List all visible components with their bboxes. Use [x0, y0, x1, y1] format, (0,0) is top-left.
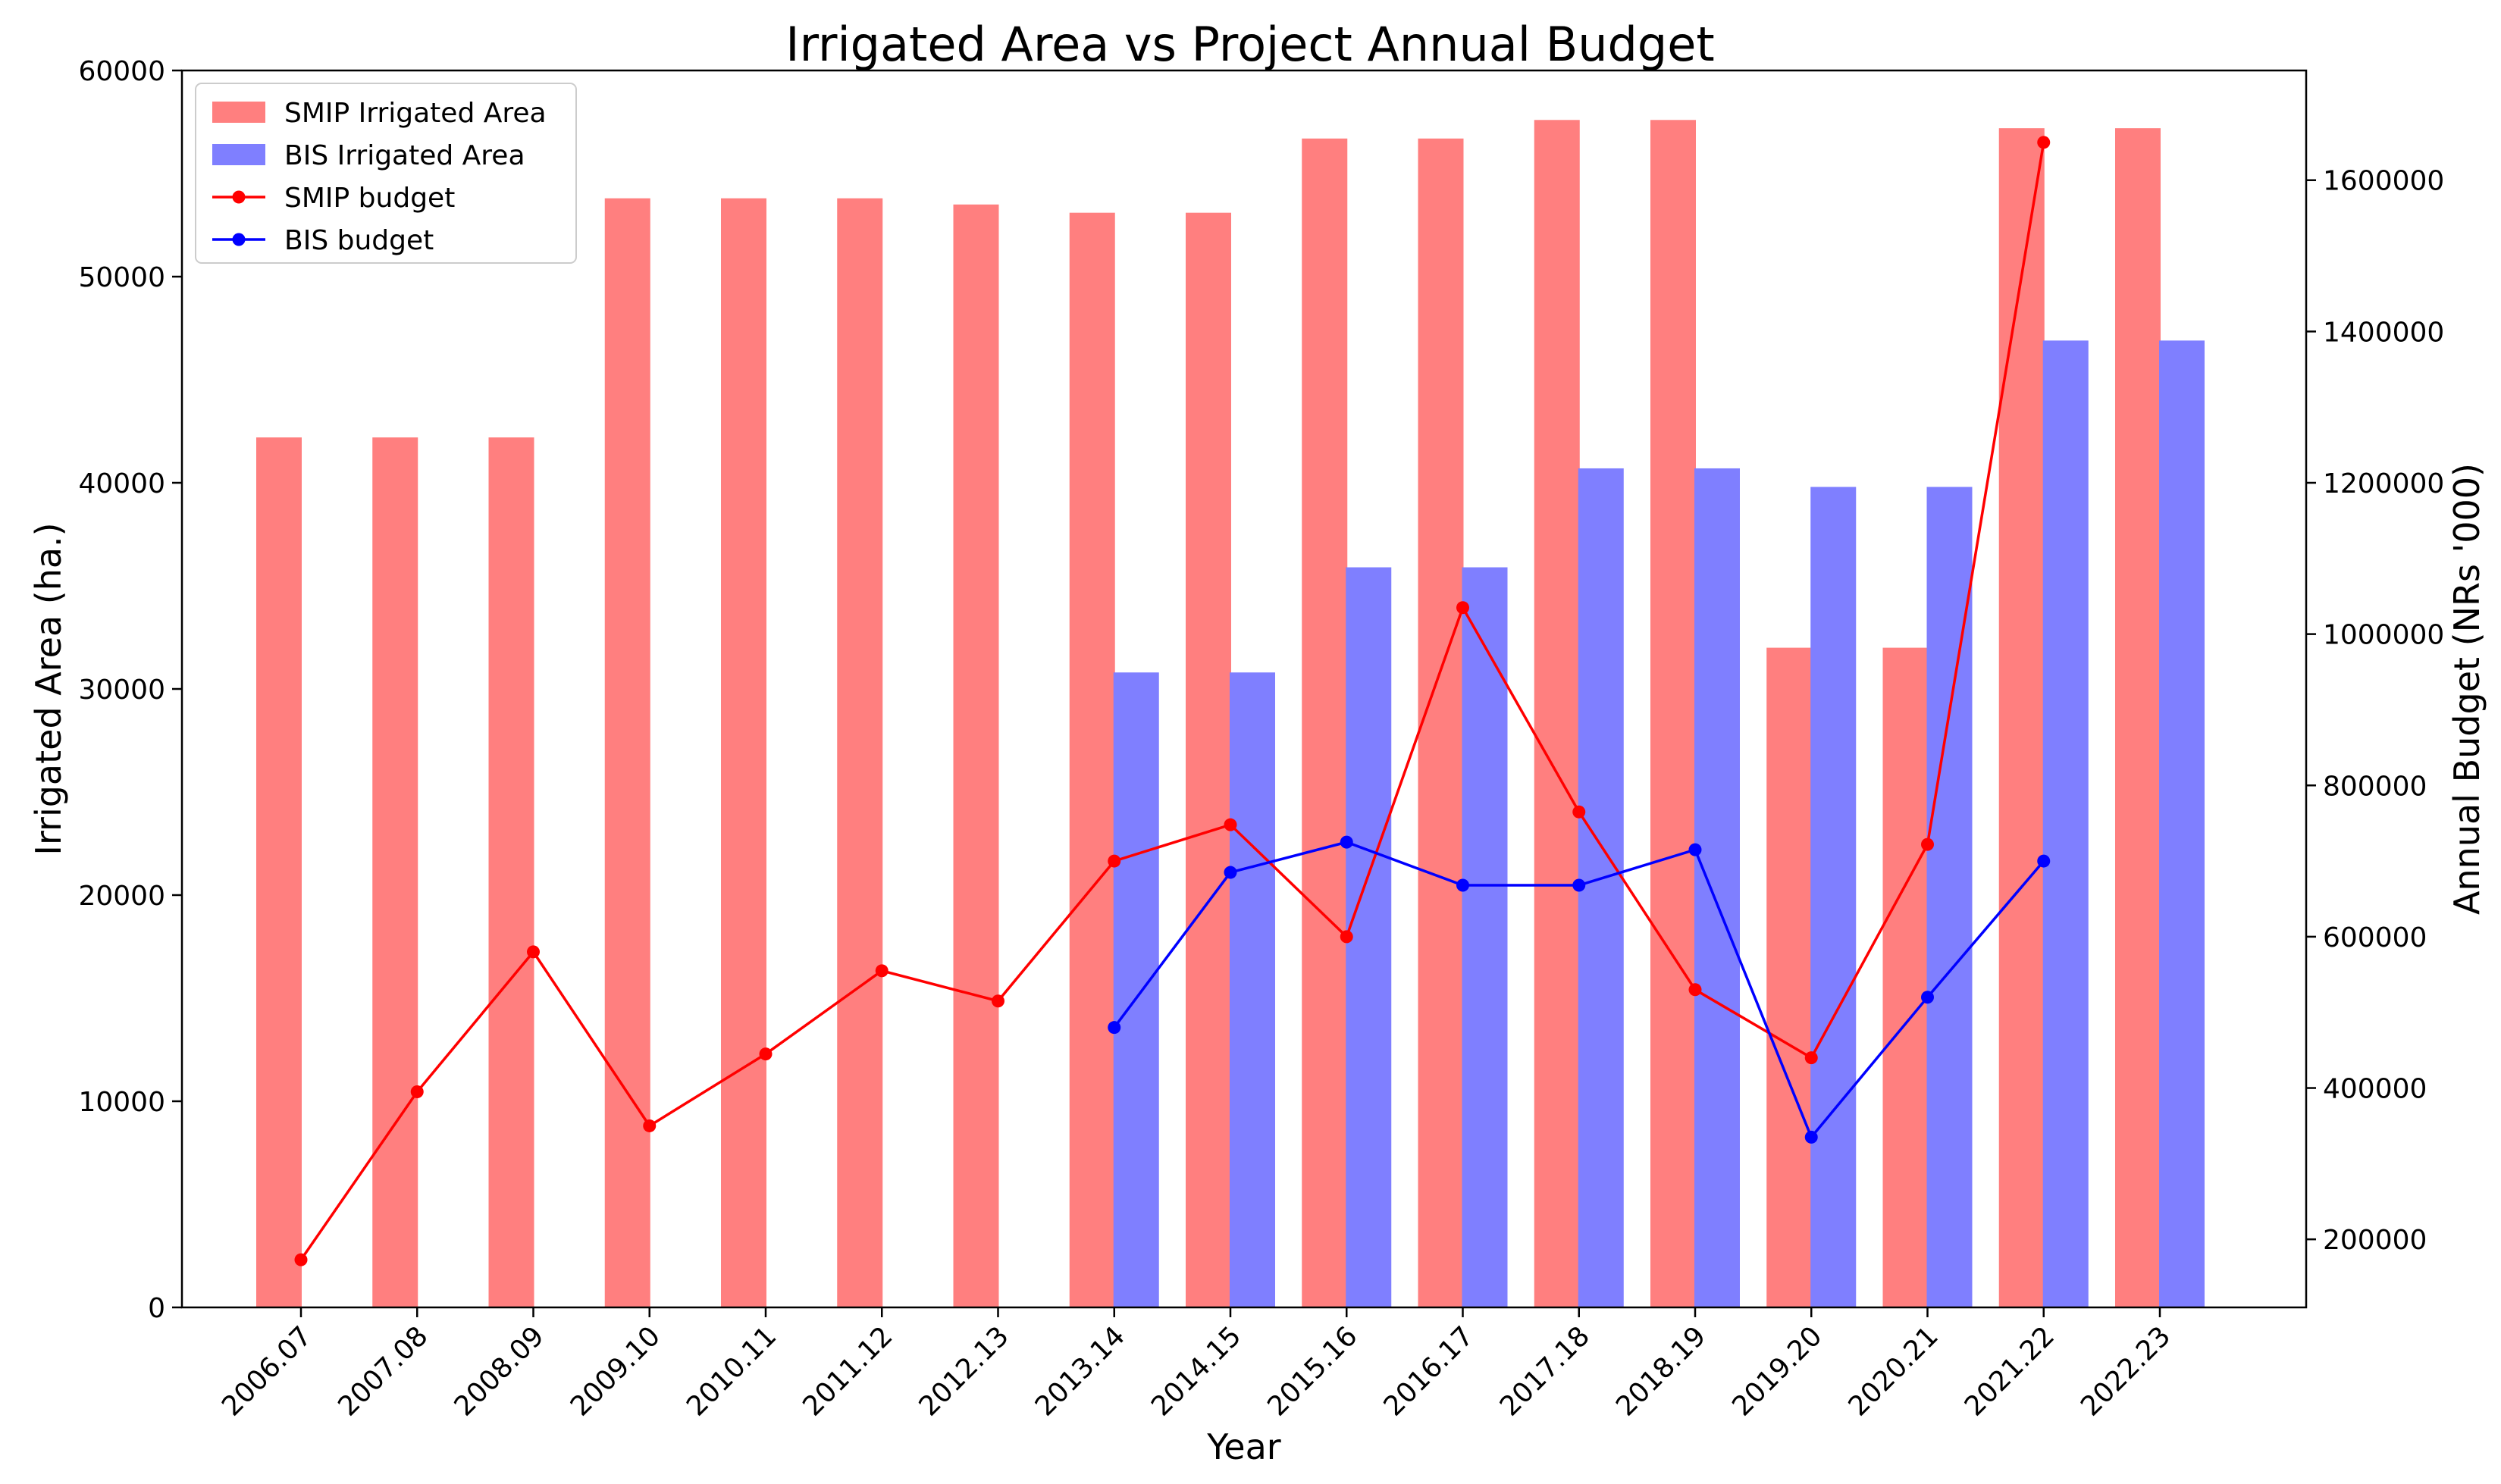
legend-swatch-1 [212, 144, 265, 165]
bar-smip-area-2021.22 [1998, 128, 2045, 1307]
bars-layer [256, 120, 2205, 1308]
y-axis-label: Irrigated Area (ha.) [28, 522, 69, 855]
bar-bis-area-2014.15 [1230, 672, 1275, 1307]
point-smip-budget-2006.07 [294, 1253, 308, 1266]
legend-label-1: BIS Irrigated Area [284, 140, 525, 171]
chart-title: Irrigated Area vs Project Annual Budget [785, 17, 1714, 72]
bar-bis-area-2019.20 [1810, 487, 1857, 1308]
bar-smip-area-2007.08 [372, 437, 418, 1308]
bar-smip-area-2013.14 [1069, 212, 1115, 1308]
line-smip-budget [299, 142, 2045, 1261]
right-tick-label-1200000: 1200000 [2323, 468, 2444, 499]
left-tick-label-60000: 60000 [78, 56, 165, 87]
point-smip-budget-2017.18 [1572, 805, 1586, 819]
point-smip-budget-2018.19 [1688, 983, 1702, 997]
point-bis-budget-2015.16 [1340, 835, 1353, 849]
point-bis-budget-2017.18 [1572, 878, 1586, 892]
bar-smip-area-2020.21 [1882, 647, 1929, 1307]
bar-smip-area-2019.20 [1766, 647, 1813, 1307]
bar-smip-area-2018.19 [1650, 120, 1696, 1307]
bar-smip-area-2012.13 [953, 204, 999, 1307]
right-tick-label-800000: 800000 [2323, 771, 2427, 802]
bar-smip-area-2017.18 [1534, 120, 1580, 1307]
bar-smip-area-2011.12 [837, 198, 883, 1307]
left-tick-label-0: 0 [148, 1293, 165, 1324]
left-tick-label-30000: 30000 [78, 675, 165, 706]
legend: SMIP Irrigated Area BIS Irrigated Area SMI… [195, 83, 577, 264]
left-y-axis: 0 10000 20000 30000 40000 50000 60000 [78, 56, 182, 1324]
point-bis-budget-2013.14 [1108, 1021, 1121, 1035]
point-smip-budget-2011.12 [875, 964, 889, 978]
legend-marker-2 [232, 190, 246, 204]
right-tick-label-1600000: 1600000 [2323, 166, 2444, 197]
point-bis-budget-2020.21 [1921, 991, 1934, 1004]
point-smip-budget-2009.10 [643, 1119, 657, 1132]
lines-layer [294, 136, 2051, 1266]
bar-smip-area-2016.17 [1418, 138, 1464, 1307]
bar-smip-area-2010.11 [721, 198, 766, 1307]
point-smip-budget-2015.16 [1340, 930, 1353, 944]
bar-bis-area-2013.14 [1113, 672, 1159, 1307]
right-tick-label-1400000: 1400000 [2323, 317, 2444, 348]
point-smip-budget-2008.09 [527, 945, 540, 959]
point-smip-budget-2013.14 [1108, 854, 1121, 868]
legend-label-2: SMIP budget [284, 183, 455, 214]
bar-smip-area-2006.07 [256, 437, 302, 1308]
point-bis-budget-2014.15 [1224, 866, 1237, 879]
legend-swatch-0 [212, 102, 265, 123]
legend-label-3: BIS budget [284, 225, 434, 256]
point-bis-budget-2016.17 [1456, 878, 1469, 892]
left-tick-label-50000: 50000 [78, 262, 165, 293]
left-tick-label-40000: 40000 [78, 468, 165, 499]
right-tick-label-1000000: 1000000 [2323, 620, 2444, 651]
point-smip-budget-2021.22 [2037, 136, 2051, 149]
bar-bis-area-2016.17 [1462, 567, 1508, 1307]
bar-smip-area-2022.23 [2115, 128, 2161, 1307]
bar-bis-area-2022.23 [2159, 340, 2205, 1307]
bar-bis-area-2021.22 [2042, 340, 2089, 1307]
point-bis-budget-2021.22 [2037, 854, 2051, 868]
x-axis-label: Year [1206, 1426, 1280, 1467]
bar-smip-area-2015.16 [1302, 138, 1348, 1307]
bar-bis-area-2018.19 [1694, 468, 1740, 1308]
point-smip-budget-2020.21 [1921, 837, 1934, 851]
point-smip-budget-2016.17 [1456, 601, 1469, 615]
right-tick-label-600000: 600000 [2323, 922, 2427, 953]
point-bis-budget-2018.19 [1688, 843, 1702, 856]
legend-box [195, 83, 577, 264]
bar-bis-area-2017.18 [1578, 468, 1624, 1308]
right-tick-label-200000: 200000 [2323, 1225, 2427, 1256]
bar-smip-area-2009.10 [604, 198, 650, 1307]
right-tick-label-400000: 400000 [2323, 1074, 2427, 1105]
point-smip-budget-2019.20 [1804, 1051, 1818, 1065]
bar-bis-area-2015.16 [1346, 567, 1392, 1307]
legend-marker-3 [232, 233, 246, 246]
point-smip-budget-2012.13 [992, 994, 1004, 1008]
point-bis-budget-2019.20 [1804, 1130, 1818, 1144]
left-tick-label-10000: 10000 [78, 1087, 165, 1118]
point-smip-budget-2010.11 [759, 1047, 773, 1061]
legend-label-0: SMIP Irrigated Area [284, 98, 547, 129]
point-smip-budget-2014.15 [1224, 818, 1237, 831]
right-y-axis-label: Annual Budget (NRs '000) [2446, 463, 2487, 915]
bar-smip-area-2014.15 [1186, 212, 1231, 1308]
right-y-axis: 200000 400000 600000 800000 1000000 1200000 14… [2306, 166, 2444, 1256]
bar-smip-area-2008.09 [488, 437, 534, 1308]
left-tick-label-20000: 20000 [78, 881, 165, 912]
point-smip-budget-2007.08 [410, 1085, 424, 1099]
